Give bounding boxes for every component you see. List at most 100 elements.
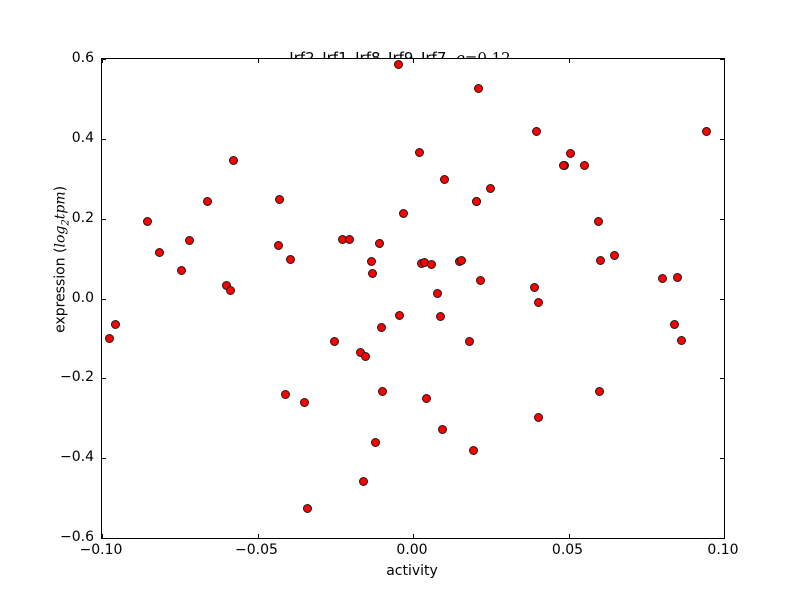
y-tick-label: −0.6 [60, 529, 94, 545]
scatter-point [432, 289, 442, 299]
y-tick-mark [102, 138, 106, 140]
scatter-point [580, 161, 590, 171]
scatter-point [436, 311, 446, 321]
scatter-point [376, 322, 386, 332]
scatter-point [427, 260, 437, 270]
scatter-point [595, 255, 605, 265]
y-tick-label: 0.6 [71, 50, 94, 66]
scatter-point [474, 84, 484, 94]
scatter-point [366, 256, 376, 266]
scatter-point [559, 161, 569, 171]
scatter-point [344, 234, 354, 244]
scatter-point [456, 256, 466, 266]
x-axis-label: activity [386, 563, 438, 579]
y-tick-mark [720, 218, 724, 220]
scatter-point [358, 476, 368, 486]
y-tick-mark [720, 378, 724, 380]
y-tick-label: −0.2 [60, 369, 94, 386]
scatter-point [534, 412, 544, 422]
scatter-point [415, 147, 425, 157]
y-tick-mark [720, 138, 724, 140]
y-axis-label-sub: 2 [60, 219, 72, 226]
scatter-point [533, 297, 543, 307]
x-tick-mark [102, 59, 103, 63]
y-axis-label: expression (log2tpm) [53, 139, 72, 379]
scatter-point [142, 216, 152, 226]
y-tick-mark [720, 538, 724, 539]
scatter-point [469, 445, 479, 455]
x-tick-label: −0.10 [79, 542, 123, 558]
x-tick-label: 0.00 [396, 542, 428, 558]
scatter-point [670, 319, 680, 329]
scatter-point [203, 197, 213, 206]
y-axis-label-close: ) [52, 185, 69, 192]
scatter-point [176, 266, 186, 276]
scatter-point [374, 238, 384, 248]
scatter-point [275, 194, 285, 204]
scatter-point [672, 273, 682, 283]
y-tick-mark [102, 59, 106, 60]
scatter-point [361, 351, 371, 361]
x-tick-mark [724, 59, 725, 63]
scatter-point [155, 248, 165, 258]
y-tick-mark [102, 378, 106, 380]
scatter-point [370, 437, 380, 447]
y-tick-mark [102, 538, 106, 539]
y-tick-mark [102, 458, 106, 460]
y-tick-label: −0.4 [60, 449, 94, 466]
scatter-point [274, 240, 284, 250]
x-tick-mark [568, 534, 570, 538]
scatter-point [368, 269, 378, 279]
y-tick-label: 0.4 [71, 129, 94, 146]
scatter-point [280, 389, 290, 399]
x-tick-mark [724, 534, 725, 538]
scatter-point [530, 282, 540, 292]
scatter-point [657, 274, 667, 284]
scatter-point [299, 397, 309, 407]
y-tick-mark [720, 458, 724, 460]
scatter-point [472, 197, 482, 206]
scatter-point [702, 127, 712, 137]
x-tick-mark [257, 534, 259, 538]
y-tick-label: 0.0 [71, 289, 94, 306]
y-tick-mark [720, 298, 724, 300]
x-tick-mark [257, 59, 259, 63]
scatter-point [111, 319, 121, 329]
scatter-point [225, 286, 235, 296]
y-axis-label-tpm: tpm [52, 191, 69, 220]
scatter-point [532, 127, 542, 137]
scatter-point [465, 337, 475, 347]
scatter-point [285, 254, 295, 264]
scatter-point [395, 310, 405, 320]
scatter-point [595, 386, 605, 396]
x-tick-mark [413, 534, 414, 538]
scatter-point [228, 156, 238, 166]
scatter-point [330, 337, 340, 347]
y-tick-label: 0.2 [71, 209, 94, 226]
scatter-points-layer [102, 59, 724, 538]
x-tick-mark [568, 59, 570, 63]
scatter-point [676, 335, 686, 345]
scatter-point [593, 216, 603, 226]
scatter-point [184, 235, 194, 245]
x-tick-label: −0.05 [235, 542, 278, 558]
y-tick-mark [720, 59, 724, 60]
scatter-point [438, 424, 448, 434]
y-tick-mark [102, 218, 106, 220]
plot-axes-frame [101, 58, 725, 539]
scatter-point [610, 250, 620, 260]
scatter-point [486, 184, 496, 194]
x-tick-label: 0.05 [551, 542, 584, 558]
x-tick-mark [102, 534, 103, 538]
y-axis-label-log: log [52, 225, 69, 248]
scatter-point [105, 333, 115, 343]
scatter-point [393, 60, 403, 70]
scatter-point [421, 393, 431, 403]
scatter-point [440, 175, 450, 185]
scatter-point [476, 275, 486, 285]
scatter-point [399, 208, 409, 218]
scatter-point [378, 387, 388, 397]
x-tick-mark [413, 59, 414, 63]
y-axis-label-text: expression ( [52, 247, 69, 333]
